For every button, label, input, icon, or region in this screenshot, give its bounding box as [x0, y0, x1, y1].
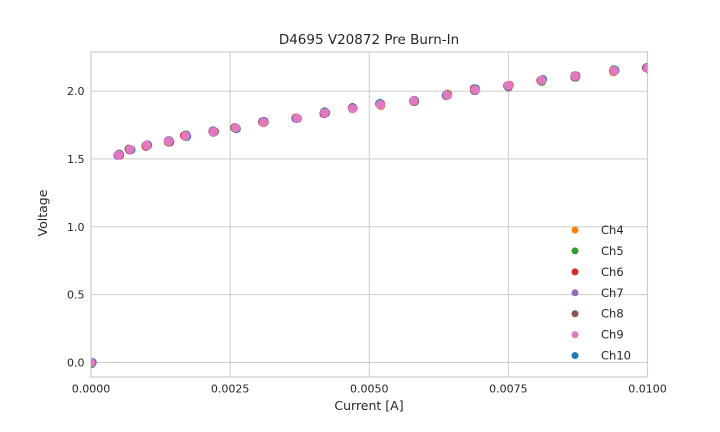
legend-marker-ch9: [571, 331, 579, 339]
legend-label-ch6: Ch6: [601, 265, 624, 279]
legend-marker-ch4: [571, 226, 579, 234]
legend-label-ch10: Ch10: [601, 349, 631, 363]
scatter-points: [91, 62, 648, 369]
data-point-ch9: [470, 85, 480, 95]
legend-label-ch4: Ch4: [601, 223, 624, 237]
chart-title: D4695 V20872 Pre Burn-In: [279, 32, 459, 48]
data-point-ch9: [503, 81, 513, 91]
data-point-ch9: [375, 100, 385, 110]
y-tick-label: 1.0: [67, 221, 85, 234]
data-point-ch9: [320, 108, 330, 118]
legend: Ch4 Ch5 Ch6 Ch7 Ch8 Ch9 Ch10: [571, 223, 631, 363]
legend-marker-ch8: [571, 310, 579, 318]
data-point-ch9: [142, 140, 152, 150]
data-point-ch9: [258, 117, 269, 127]
data-point-ch9: [609, 66, 619, 76]
legend-marker-ch5: [571, 247, 579, 255]
legend-marker-ch6: [571, 268, 579, 276]
y-tick-label: 1.5: [67, 153, 85, 166]
data-point-ch9: [91, 357, 96, 368]
legend-label-ch8: Ch8: [601, 307, 624, 321]
y-tick-label: 0.5: [67, 289, 85, 302]
x-axis-label: Current [A]: [334, 398, 403, 413]
data-point-ch9: [292, 113, 302, 123]
data-point-ch9: [125, 144, 135, 155]
x-tick-label: 0.0000: [72, 383, 111, 396]
data-point-ch9: [231, 123, 241, 133]
x-tick-label: 0.0050: [350, 383, 389, 396]
data-point-ch9: [347, 104, 358, 114]
data-point-ch9: [181, 131, 191, 141]
legend-label-ch7: Ch7: [601, 286, 624, 300]
data-point-ch9: [208, 127, 219, 137]
x-tick-label: 0.0075: [489, 383, 528, 396]
plot-border: [90, 51, 649, 378]
x-tick-label: 0.0100: [628, 383, 667, 396]
legend-marker-ch10: [571, 352, 579, 360]
legend-marker-ch7: [571, 289, 579, 297]
data-point-ch9: [570, 71, 580, 81]
data-point-ch9: [164, 136, 174, 146]
legend-label-ch9: Ch9: [601, 328, 624, 342]
legend-label-ch5: Ch5: [601, 244, 624, 258]
y-tick-labels: 0.0 0.5 1.0 1.5 2.0: [67, 85, 85, 369]
x-tick-label: 0.0025: [211, 383, 250, 396]
y-tick-label: 2.0: [67, 85, 85, 98]
data-point-ch9: [114, 150, 124, 160]
data-point-ch9: [537, 75, 547, 85]
data-point-ch9: [442, 90, 452, 100]
y-tick-label: 0.0: [67, 356, 85, 369]
y-axis-label: Voltage: [35, 189, 50, 236]
x-tick-labels: 0.0000 0.0025 0.0050 0.0075 0.0100: [72, 383, 667, 396]
data-point-ch9: [642, 63, 648, 73]
data-point-ch9: [409, 95, 419, 106]
gridlines: [90, 52, 648, 377]
